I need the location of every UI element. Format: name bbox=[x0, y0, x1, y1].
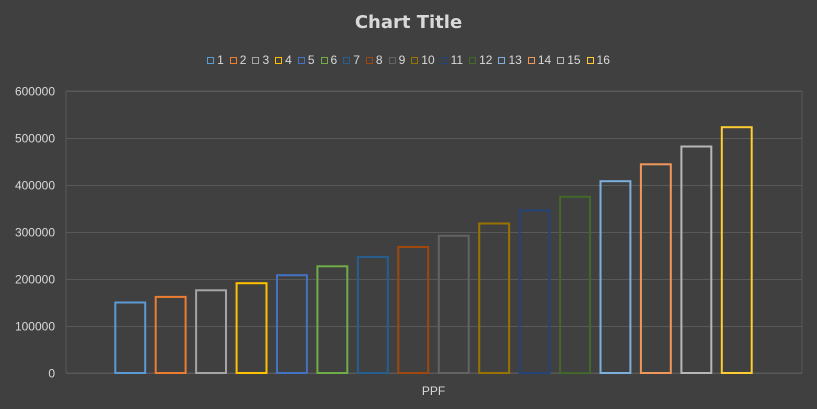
legend-item: 7 bbox=[343, 53, 360, 67]
legend-label: 4 bbox=[285, 53, 292, 67]
legend-swatch bbox=[320, 56, 328, 64]
bar-series-12 bbox=[559, 195, 591, 375]
y-tick-label: 600000 bbox=[15, 85, 55, 99]
y-tick-label: 500000 bbox=[15, 132, 55, 146]
legend-item: 11 bbox=[440, 53, 464, 67]
legend-swatch bbox=[252, 56, 260, 64]
legend-item: 8 bbox=[365, 53, 383, 67]
legend-label: 14 bbox=[537, 53, 552, 67]
legend-swatch bbox=[498, 56, 506, 64]
legend-item: 9 bbox=[388, 53, 406, 67]
legend-label: 2 bbox=[239, 53, 247, 67]
legend-label: 12 bbox=[479, 53, 493, 67]
legend-item: 15 bbox=[557, 53, 581, 67]
bar-series-5 bbox=[276, 274, 308, 375]
legend-item: 10 bbox=[411, 53, 435, 67]
legend-label: 8 bbox=[375, 53, 383, 67]
bar-series-13 bbox=[599, 180, 632, 374]
legend-item: 4 bbox=[275, 53, 292, 67]
bar-series-4 bbox=[235, 282, 268, 375]
legend-swatch bbox=[229, 56, 237, 64]
legend-label: 9 bbox=[398, 53, 406, 67]
legend-item: 16 bbox=[586, 53, 610, 67]
legend-label: 1 bbox=[217, 53, 224, 67]
legend-swatch bbox=[469, 56, 477, 64]
y-tick-label: 200000 bbox=[15, 273, 55, 287]
bar-series-3 bbox=[195, 289, 228, 374]
y-tick-label: 100000 bbox=[15, 320, 55, 334]
legend-swatch bbox=[527, 56, 535, 64]
legend-swatch bbox=[440, 56, 448, 64]
legend-swatch bbox=[365, 56, 373, 64]
bar-series-15 bbox=[680, 145, 713, 374]
legend-swatch bbox=[275, 56, 283, 64]
bar-series-16 bbox=[720, 126, 753, 374]
bar-series-1 bbox=[114, 301, 147, 374]
bar-series-11 bbox=[518, 209, 551, 374]
legend-item: 5 bbox=[297, 53, 315, 67]
legend-item: 12 bbox=[469, 53, 492, 67]
legend-label: 5 bbox=[307, 53, 315, 67]
legend-item: 6 bbox=[320, 53, 338, 67]
bar-series-10 bbox=[478, 222, 511, 374]
bar-series-7 bbox=[356, 255, 389, 374]
legend-swatch bbox=[207, 56, 215, 64]
x-category-label: PPF bbox=[422, 384, 445, 398]
legend-label: 13 bbox=[508, 53, 522, 67]
legend-swatch bbox=[297, 56, 305, 64]
legend-label: 11 bbox=[450, 53, 464, 67]
y-tick-label: 300000 bbox=[15, 226, 55, 240]
legend-swatch bbox=[557, 56, 565, 64]
y-tick-label: 400000 bbox=[15, 179, 55, 193]
legend-label: 15 bbox=[567, 53, 581, 67]
legend-label: 10 bbox=[421, 53, 435, 67]
bar-series-6 bbox=[316, 265, 349, 374]
legend: 1 2 3 4 5 6 7 8 9 10 11 12 13 14 15 16 bbox=[0, 53, 817, 67]
bar-series-9 bbox=[437, 234, 470, 374]
legend-swatch bbox=[388, 56, 396, 64]
legend-item: 1 bbox=[207, 53, 224, 67]
chart-title: Chart Title bbox=[354, 12, 463, 33]
y-tick-label: 0 bbox=[48, 367, 55, 381]
legend-label: 3 bbox=[262, 53, 270, 67]
bar-series-14 bbox=[639, 163, 672, 374]
legend-item: 3 bbox=[252, 53, 269, 67]
legend-label: 7 bbox=[353, 53, 360, 67]
bar-series-8 bbox=[397, 246, 430, 374]
legend-label: 16 bbox=[596, 53, 610, 67]
legend-item: 2 bbox=[229, 53, 247, 67]
legend-swatch bbox=[411, 56, 419, 64]
legend-swatch bbox=[343, 56, 351, 64]
legend-item: 14 bbox=[527, 53, 552, 67]
bar-series-2 bbox=[154, 295, 187, 374]
legend-swatch bbox=[586, 56, 594, 64]
legend-label: 6 bbox=[330, 53, 338, 67]
legend-item: 13 bbox=[498, 53, 522, 67]
